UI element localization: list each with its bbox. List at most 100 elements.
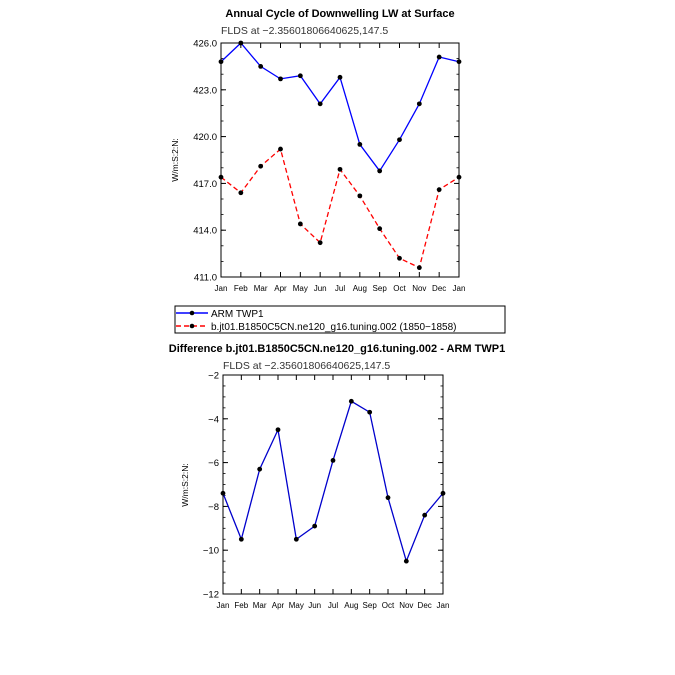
- series-point-1-0: [330, 458, 336, 463]
- legend-marker-arm: [189, 310, 195, 316]
- chart2-y-axis: −2 −4 −6 −8 −10 −12: [203, 371, 443, 601]
- series-point-0-0: [317, 101, 323, 107]
- x-tick-label: Oct: [382, 601, 395, 610]
- chart1-subtitle: FLDS at −2.35601806640625,147.5: [221, 25, 388, 37]
- series-point-0-0: [456, 59, 462, 65]
- y-tick-label: −8: [208, 502, 219, 513]
- legend-marker-model: [189, 323, 195, 329]
- x-tick-label: May: [289, 601, 304, 610]
- series-point-0-0: [436, 54, 442, 60]
- x-tick-label: Jun: [314, 284, 327, 293]
- y-tick-label: 417.0: [193, 179, 217, 190]
- chart1-title: Annual Cycle of Downwelling LW at Surfac…: [225, 8, 454, 20]
- x-tick-label: Jul: [328, 601, 338, 610]
- y-tick-label: 420.0: [193, 132, 217, 143]
- series-point-0-1: [297, 221, 303, 227]
- y-tick-label: −4: [208, 414, 219, 425]
- y-tick-label: 411.0: [194, 273, 217, 284]
- series-point-1-0: [367, 409, 373, 415]
- x-tick-label: Jan: [453, 284, 466, 293]
- series-point-0-0: [416, 101, 422, 107]
- x-tick-label: Sep: [373, 284, 388, 293]
- series-point-1-0: [440, 490, 446, 496]
- series-point-0-1: [357, 193, 363, 199]
- x-tick-label: Dec: [418, 601, 432, 610]
- x-tick-label: Apr: [274, 284, 287, 293]
- series-point-1-0: [348, 398, 354, 404]
- series-point-1-0: [385, 495, 391, 501]
- x-tick-label: Jan: [215, 284, 228, 293]
- x-tick-label: Mar: [253, 601, 267, 610]
- difference-chart: Difference b.jt01.B1850C5CN.ne120_g16.tu…: [169, 343, 505, 610]
- x-tick-label: Jan: [437, 601, 450, 610]
- series-point-0-1: [337, 166, 343, 172]
- chart2-subtitle: FLDS at −2.35601806640625,147.5: [223, 360, 390, 372]
- chart1-series-group: [218, 40, 462, 271]
- series-line-1-0: [222, 400, 444, 564]
- chart2-title: Difference b.jt01.B1850C5CN.ne120_g16.tu…: [169, 343, 505, 355]
- series-point-0-1: [377, 226, 383, 232]
- legend-box: [174, 305, 506, 334]
- x-tick-label: Jun: [308, 601, 321, 610]
- series-point-1-0: [312, 523, 318, 529]
- series-point-0-0: [258, 64, 264, 69]
- legend: ARM TWP1 b.jt01.B1850C5CN.ne120_g16.tuni…: [174, 305, 506, 334]
- series-point-0-0: [278, 76, 283, 82]
- x-tick-label: May: [293, 284, 308, 293]
- series-point-1-0: [275, 427, 281, 433]
- y-tick-label: 426.0: [193, 39, 217, 50]
- chart2-ylabel: W/m:S:2:N:: [180, 463, 190, 506]
- series-point-0-1: [317, 240, 323, 246]
- series-point-0-1: [278, 146, 283, 152]
- series-point-1-0: [238, 536, 244, 542]
- x-tick-label: Nov: [399, 601, 413, 610]
- chart1-x-axis: Jan Feb Mar Apr May Jun Jul Aug Sep Oct Nov Dec Jan: [215, 43, 466, 293]
- chart2-series-group: [220, 398, 446, 564]
- legend-label-arm: ARM TWP1: [211, 309, 264, 320]
- series-point-1-0: [403, 558, 409, 564]
- series-point-0-1: [416, 265, 422, 271]
- x-tick-label: Sep: [363, 601, 378, 610]
- series-point-0-1: [218, 174, 224, 180]
- series-point-1-0: [257, 466, 263, 472]
- y-tick-label: 414.0: [193, 226, 217, 237]
- series-point-0-0: [357, 142, 363, 147]
- series-point-0-1: [258, 163, 264, 169]
- series-point-0-1: [456, 174, 462, 180]
- y-tick-label: 423.0: [193, 85, 217, 96]
- x-tick-label: Jul: [335, 284, 345, 293]
- series-point-1-0: [220, 490, 226, 496]
- series-line-0-1: [220, 147, 460, 269]
- x-tick-label: Aug: [353, 284, 367, 293]
- x-tick-label: Feb: [234, 601, 248, 610]
- chart1-ylabel: W/m:S:2:N:: [170, 138, 180, 181]
- series-point-0-0: [337, 74, 343, 80]
- x-tick-label: Apr: [272, 601, 285, 610]
- x-tick-label: Mar: [254, 284, 268, 293]
- series-point-0-1: [436, 187, 442, 193]
- series-point-1-0: [293, 536, 299, 542]
- y-tick-label: −6: [208, 458, 219, 469]
- x-tick-label: Oct: [393, 284, 406, 293]
- legend-label-model: b.jt01.B1850C5CN.ne120_g16.tuning.002 (1…: [211, 322, 456, 333]
- y-tick-label: −12: [203, 590, 219, 601]
- x-tick-label: Feb: [234, 284, 248, 293]
- x-tick-label: Jan: [217, 601, 230, 610]
- series-point-0-1: [397, 255, 402, 261]
- x-tick-label: Aug: [344, 601, 358, 610]
- chart1-y-axis: 426.0 423.0 420.0 417.0 414.0 411.0: [193, 39, 459, 284]
- series-point-0-0: [397, 137, 402, 143]
- series-line-0-0: [220, 42, 460, 173]
- series-point-1-0: [422, 512, 428, 518]
- x-tick-label: Dec: [432, 284, 446, 293]
- annual-cycle-chart: Annual Cycle of Downwelling LW at Surfac…: [170, 8, 465, 293]
- series-point-0-0: [218, 59, 224, 65]
- chart2-x-axis: Jan Feb Mar Apr May Jun Jul Aug Sep Oct Nov Dec Jan: [217, 375, 450, 610]
- x-tick-label: Nov: [412, 284, 426, 293]
- series-point-0-0: [377, 168, 383, 174]
- series-point-0-0: [238, 40, 244, 46]
- y-tick-label: −10: [203, 546, 219, 557]
- series-point-0-1: [238, 190, 244, 196]
- y-tick-label: −2: [208, 371, 219, 382]
